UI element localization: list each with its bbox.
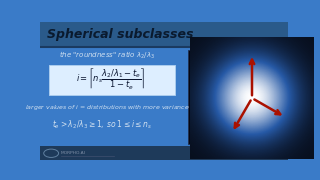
- Text: MORPHO.AI: MORPHO.AI: [61, 151, 86, 155]
- Text: $i = \left\lceil n_s \dfrac{\lambda_2/\lambda_1 - t_e}{1 - t_e} \right\rceil$: $i = \left\lceil n_s \dfrac{\lambda_2/\l…: [76, 67, 145, 92]
- Text: the "roundness" ratio $\lambda_2/\lambda_3$: the "roundness" ratio $\lambda_2/\lambda…: [59, 50, 155, 61]
- Bar: [188, 50, 283, 144]
- Text: Spherical subclasses: Spherical subclasses: [47, 28, 194, 40]
- Text: $t_e > \lambda_2/\lambda_3 \geq 1,\,so\;1 \leq i \leq n_s$: $t_e > \lambda_2/\lambda_3 \geq 1,\,so\;…: [52, 119, 152, 131]
- Text: larger values of $i$ = distributions with more variance: larger values of $i$ = distributions wit…: [25, 103, 189, 112]
- Bar: [40, 22, 288, 47]
- FancyBboxPatch shape: [49, 65, 175, 95]
- Bar: [40, 146, 288, 160]
